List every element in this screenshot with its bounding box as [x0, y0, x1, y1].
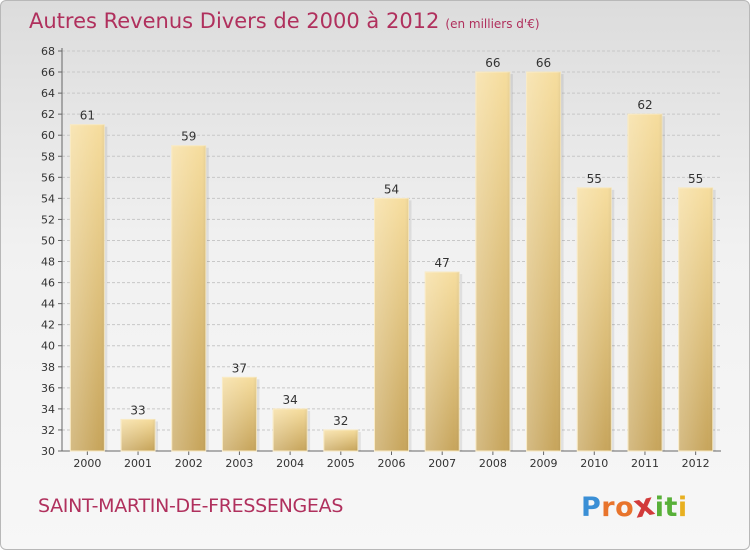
- y-tick-label: 32: [41, 424, 55, 437]
- commune-name: SAINT-MARTIN-DE-FRESSENGEAS: [38, 495, 344, 517]
- y-tick-label: 34: [41, 403, 55, 416]
- bar-shade: [577, 187, 612, 451]
- y-tick-label: 38: [41, 361, 55, 374]
- y-tick-label: 36: [41, 382, 55, 395]
- y-tick-label: 30: [41, 445, 55, 458]
- value-label-2012: 55: [688, 172, 703, 186]
- x-tick-label-2002: 2002: [175, 457, 203, 470]
- chart-title-text: Autres Revenus Divers de 2000 à 2012: [29, 9, 440, 33]
- chart-title: Autres Revenus Divers de 2000 à 2012 (en …: [29, 9, 540, 33]
- bar-shade: [121, 419, 156, 451]
- y-tick-label: 66: [41, 66, 55, 79]
- logo-letter: P: [581, 492, 602, 523]
- logo-letter: i: [654, 492, 665, 523]
- bar-shade: [323, 429, 358, 451]
- x-tick-label-2001: 2001: [124, 457, 152, 470]
- value-label-2006: 54: [384, 182, 399, 196]
- value-label-2003: 37: [232, 361, 247, 375]
- value-label-2009: 66: [536, 56, 551, 70]
- y-tick-label: 40: [41, 340, 55, 353]
- y-tick-label: 56: [41, 171, 55, 184]
- value-label-2007: 47: [435, 256, 450, 270]
- logo-letter: o: [615, 492, 635, 523]
- bar-shade: [678, 187, 713, 451]
- x-tick-label-2004: 2004: [276, 457, 304, 470]
- bar-shade: [222, 377, 257, 451]
- x-tick-label-2005: 2005: [327, 457, 355, 470]
- logo-letter: t: [664, 492, 678, 523]
- y-tick-label: 60: [41, 129, 55, 142]
- y-tick-label: 52: [41, 213, 55, 226]
- axes: 30 32 34 36 38 40 42 44 46 48 50 52 54 56 58 60 62 64 66 68…: [41, 45, 721, 470]
- y-tick-label: 64: [41, 87, 55, 100]
- y-tick-label: 54: [41, 192, 55, 205]
- x-tick-label-2009: 2009: [530, 457, 558, 470]
- bar-shade: [475, 72, 510, 451]
- y-tick-label: 50: [41, 234, 55, 247]
- value-label-2004: 34: [282, 393, 297, 407]
- bar-shade: [526, 72, 561, 451]
- value-label-2002: 59: [181, 130, 196, 144]
- value-label-2001: 33: [130, 403, 145, 417]
- proxiti-logo[interactable]: Proxiti: [581, 486, 688, 525]
- x-tick-label-2006: 2006: [378, 457, 406, 470]
- x-tick-label-2008: 2008: [479, 457, 507, 470]
- chart-subtitle: (en milliers d'€): [445, 17, 540, 31]
- bar-shade: [627, 114, 662, 451]
- y-tick-label: 62: [41, 108, 55, 121]
- y-tick-label: 58: [41, 150, 55, 163]
- logo-letter: i: [677, 492, 688, 523]
- bar-shade: [425, 272, 460, 451]
- x-tick-label-2003: 2003: [225, 457, 253, 470]
- bar-shade: [374, 198, 409, 451]
- value-label-2008: 66: [485, 56, 500, 70]
- y-tick-label: 68: [41, 45, 55, 58]
- value-label-2000: 61: [80, 109, 95, 123]
- value-label-2010: 55: [587, 172, 602, 186]
- bars: [69, 71, 716, 452]
- y-tick-label: 44: [41, 298, 55, 311]
- value-label-2005: 32: [333, 414, 348, 428]
- x-tick-label-2011: 2011: [631, 457, 659, 470]
- bar-shade: [273, 408, 308, 451]
- data-labels: 61 33 59 37 34 32 54 47 66 66 55 62 55: [80, 56, 704, 428]
- y-tick-label: 46: [41, 277, 55, 290]
- x-tick-label-2007: 2007: [428, 457, 456, 470]
- logo-letter: r: [601, 492, 616, 523]
- bar-shade: [70, 124, 105, 452]
- bar-shade: [171, 145, 206, 451]
- x-tick-label-2000: 2000: [73, 457, 101, 470]
- y-tick-label: 48: [41, 256, 55, 269]
- x-tick-label-2010: 2010: [580, 457, 608, 470]
- value-label-2011: 62: [637, 98, 652, 112]
- y-tick-label: 42: [41, 319, 55, 332]
- x-tick-label-2012: 2012: [682, 457, 710, 470]
